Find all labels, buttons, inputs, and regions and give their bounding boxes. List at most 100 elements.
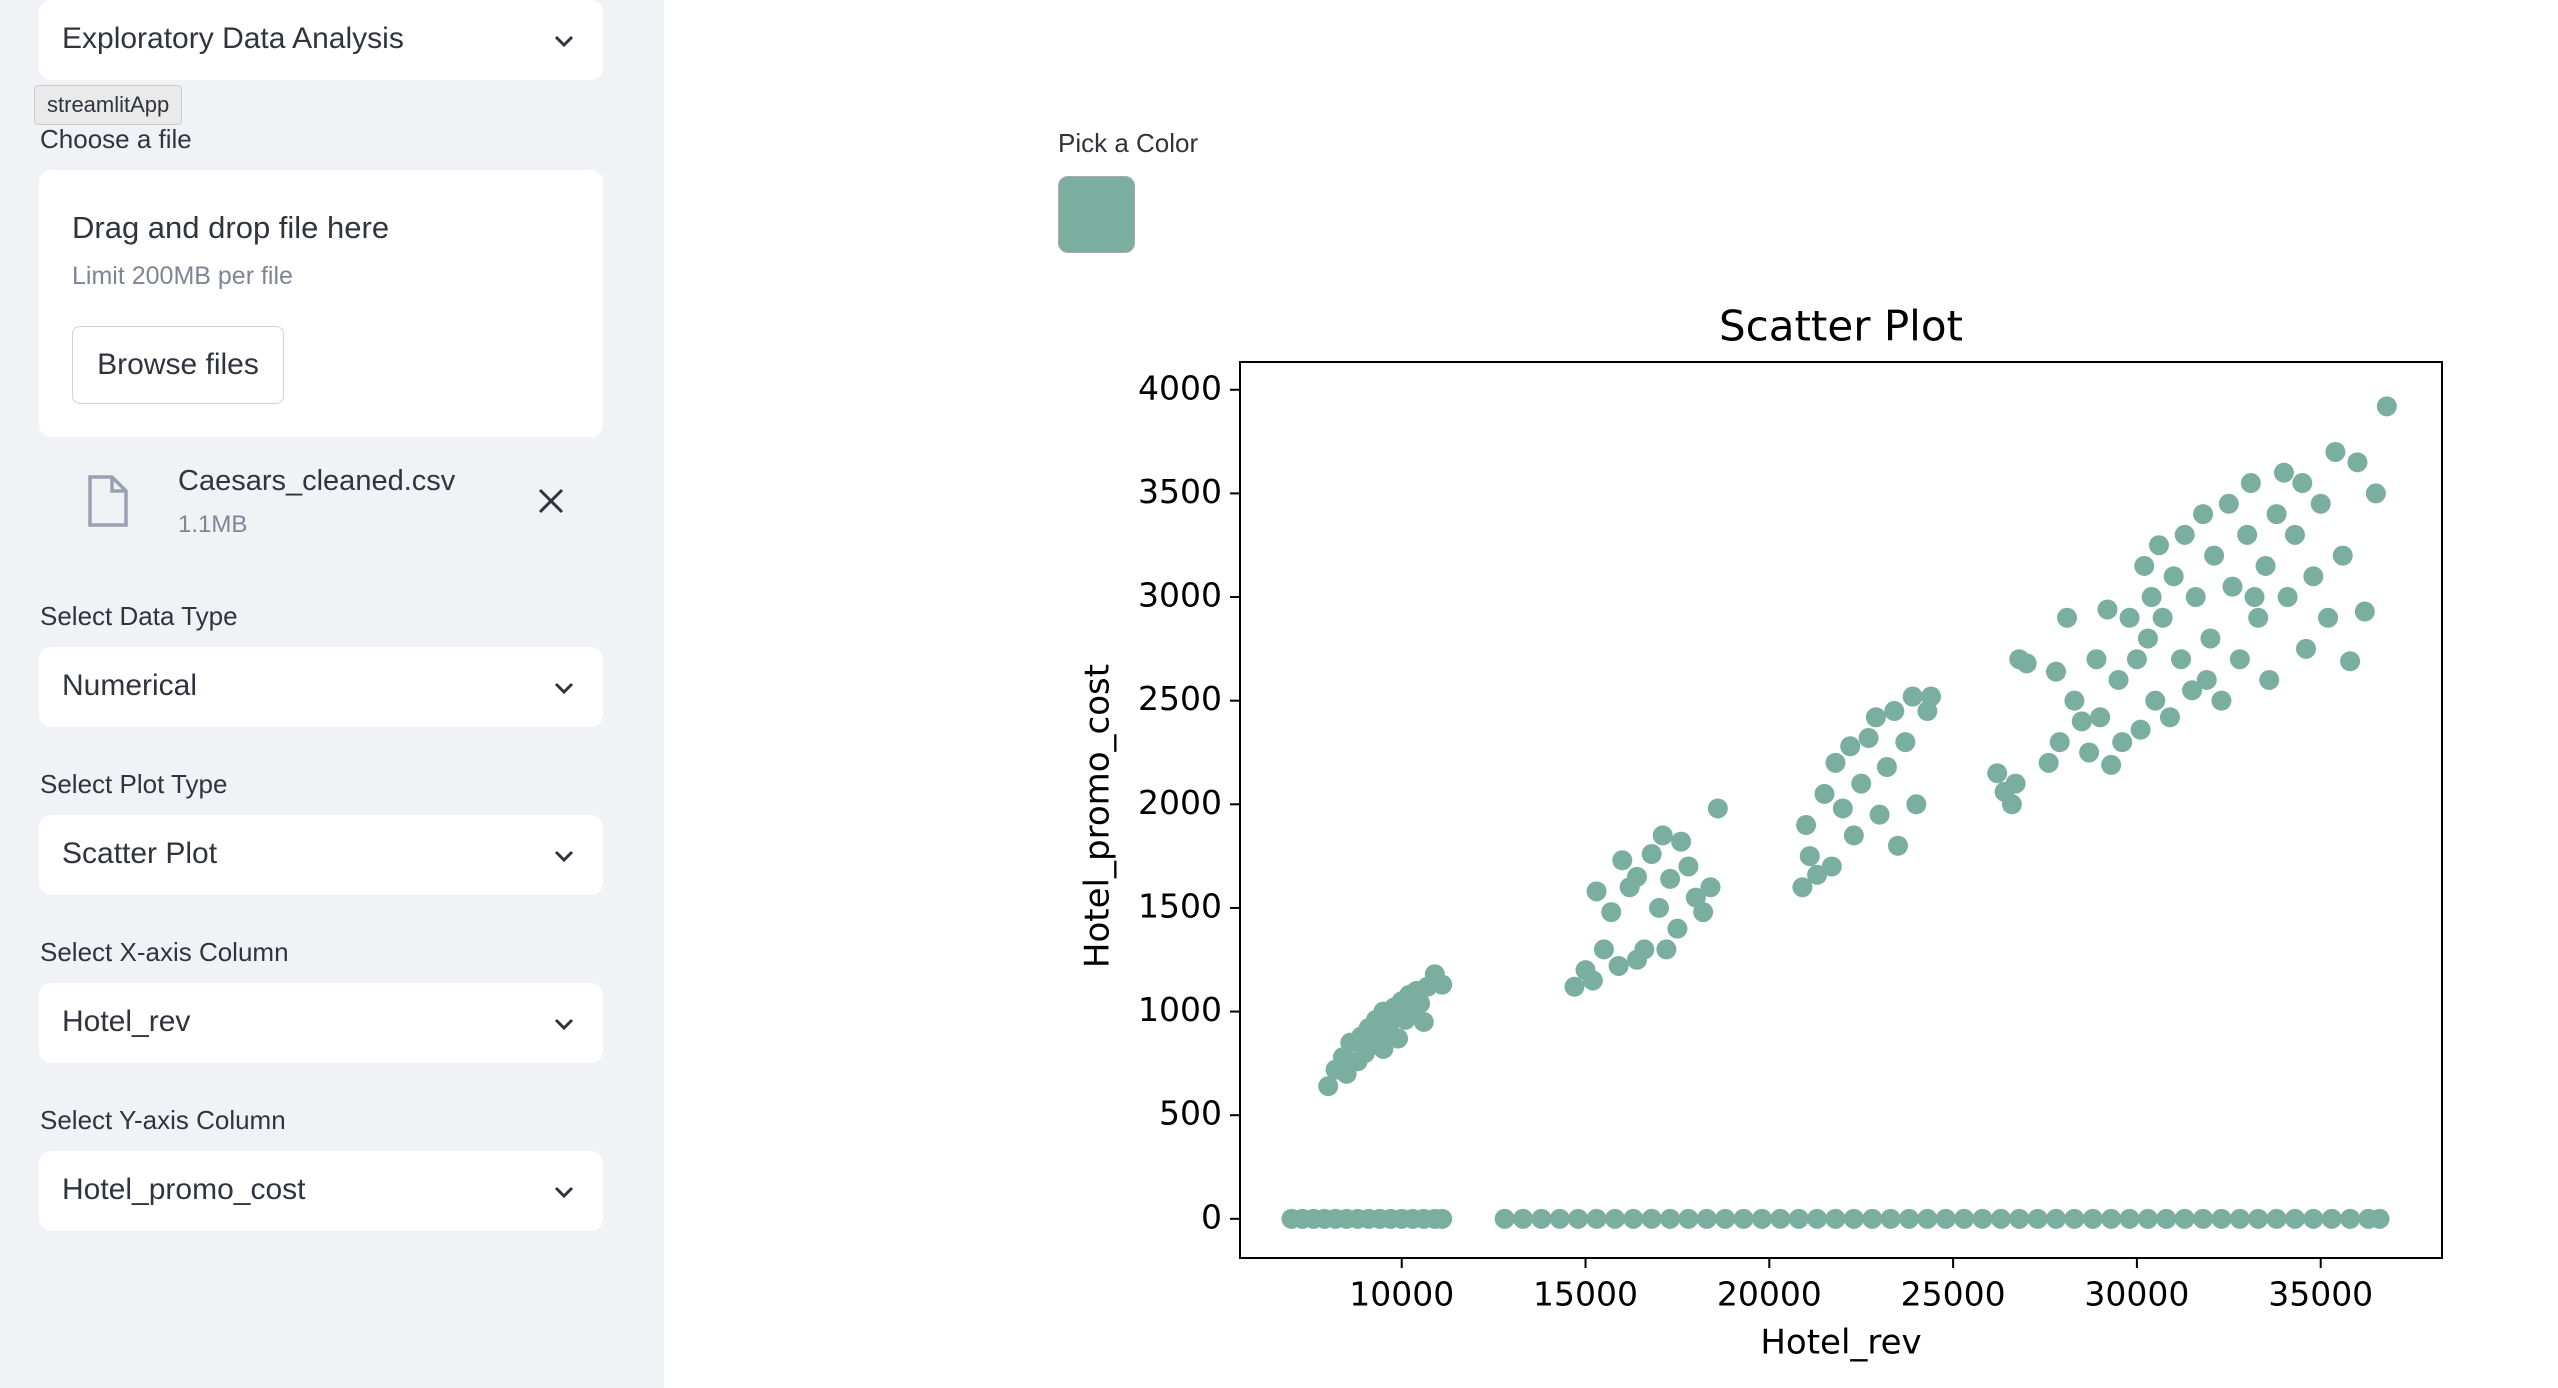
select-label: Select X-axis Column xyxy=(40,937,289,967)
point xyxy=(2196,669,2217,690)
point xyxy=(1586,1208,1607,1229)
select-box[interactable]: Scatter Plot xyxy=(39,815,603,895)
point xyxy=(2101,754,2122,775)
point xyxy=(1678,856,1699,877)
point xyxy=(1902,686,1923,707)
point xyxy=(1899,1208,1920,1229)
point xyxy=(1972,1208,1993,1229)
point xyxy=(2046,661,2067,682)
point xyxy=(1373,1038,1394,1059)
point xyxy=(2064,690,2085,711)
point xyxy=(1494,1208,1515,1229)
select-value: Hotel_rev xyxy=(62,1005,191,1038)
x-tick-label: 35000 xyxy=(2268,1275,2373,1314)
point xyxy=(1880,1208,1901,1229)
point xyxy=(2137,628,2158,649)
point xyxy=(2273,462,2294,483)
color-picker-label: Pick a Color xyxy=(1058,128,1199,158)
y-tick-label: 3500 xyxy=(1138,472,1222,511)
point xyxy=(2137,1208,2158,1229)
point xyxy=(2071,711,2092,732)
select-value: Numerical xyxy=(62,669,198,702)
point xyxy=(1843,825,1864,846)
point xyxy=(2229,1208,2250,1229)
point xyxy=(2369,1208,2390,1229)
point xyxy=(1862,1208,1883,1229)
point xyxy=(1987,763,2008,784)
point xyxy=(1869,804,1890,825)
point xyxy=(2229,649,2250,670)
x-tick-label: 15000 xyxy=(1533,1275,1638,1314)
file-size: 1.1MB xyxy=(178,511,248,538)
point xyxy=(1318,1076,1339,1097)
point xyxy=(1413,1011,1434,1032)
point xyxy=(2255,555,2276,576)
point xyxy=(2303,566,2324,587)
point xyxy=(2079,742,2100,763)
color-swatch[interactable] xyxy=(1058,176,1135,253)
point xyxy=(1656,939,1677,960)
file-uploader: Drag and drop file here Limit 200MB per … xyxy=(39,170,603,437)
x-tick-label: 25000 xyxy=(1901,1275,2006,1314)
point xyxy=(2152,607,2173,628)
point xyxy=(2171,649,2192,670)
point xyxy=(2292,473,2313,494)
point xyxy=(1671,831,1692,852)
point xyxy=(1917,1208,1938,1229)
select-label: Select Y-axis Column xyxy=(40,1105,286,1135)
point xyxy=(2148,535,2169,556)
point xyxy=(2101,1208,2122,1229)
x-tick-label: 30000 xyxy=(2084,1275,2189,1314)
point xyxy=(1814,783,1835,804)
point xyxy=(1667,918,1688,939)
point xyxy=(2009,1208,2030,1229)
browse-button[interactable]: Browse files xyxy=(72,326,284,404)
point xyxy=(2318,607,2339,628)
point xyxy=(2057,607,2078,628)
remove-file[interactable] xyxy=(537,487,565,515)
point xyxy=(1582,970,1603,991)
chart: Scatter Plot Hotel_rev Hotel_promo_cost … xyxy=(1078,302,2443,1363)
point xyxy=(2266,1208,2287,1229)
file-name: Caesars_cleaned.csv xyxy=(178,465,456,497)
point xyxy=(1707,798,1728,819)
point xyxy=(1641,844,1662,865)
x-tick-label: 20000 xyxy=(1717,1275,1822,1314)
select-box[interactable]: Numerical xyxy=(39,647,603,727)
point xyxy=(2016,653,2037,674)
y-tick-label: 2500 xyxy=(1138,679,1222,718)
point xyxy=(1770,1208,1791,1229)
chart-title: Scatter Plot xyxy=(1719,302,1963,351)
y-tick-label: 3000 xyxy=(1138,576,1222,615)
point xyxy=(1693,902,1714,923)
point xyxy=(2332,545,2353,566)
select-box[interactable]: Hotel_rev xyxy=(39,983,603,1063)
point xyxy=(2185,587,2206,608)
chevron xyxy=(554,1186,574,1199)
point xyxy=(2119,607,2140,628)
point xyxy=(2365,483,2386,504)
point xyxy=(2049,732,2070,753)
point xyxy=(2204,545,2225,566)
y-tick-label: 500 xyxy=(1159,1094,1222,1133)
point xyxy=(2097,599,2118,620)
point xyxy=(1604,1208,1625,1229)
point xyxy=(2354,601,2375,622)
point xyxy=(1840,736,1861,757)
point xyxy=(1751,1208,1772,1229)
point xyxy=(1715,1208,1736,1229)
point xyxy=(2119,1208,2140,1229)
point xyxy=(1626,949,1647,970)
select-value: Hotel_promo_cost xyxy=(62,1173,306,1206)
app-select[interactable]: Exploratory Data Analysis xyxy=(39,0,603,80)
select-box[interactable]: Hotel_promo_cost xyxy=(39,1151,603,1231)
point xyxy=(1531,1208,1552,1229)
point xyxy=(2130,719,2151,740)
point xyxy=(1792,877,1813,898)
point xyxy=(1921,686,1942,707)
point xyxy=(2163,566,2184,587)
point xyxy=(1990,1208,2011,1229)
y-tick-label: 1000 xyxy=(1138,990,1222,1029)
point xyxy=(2248,1208,2269,1229)
